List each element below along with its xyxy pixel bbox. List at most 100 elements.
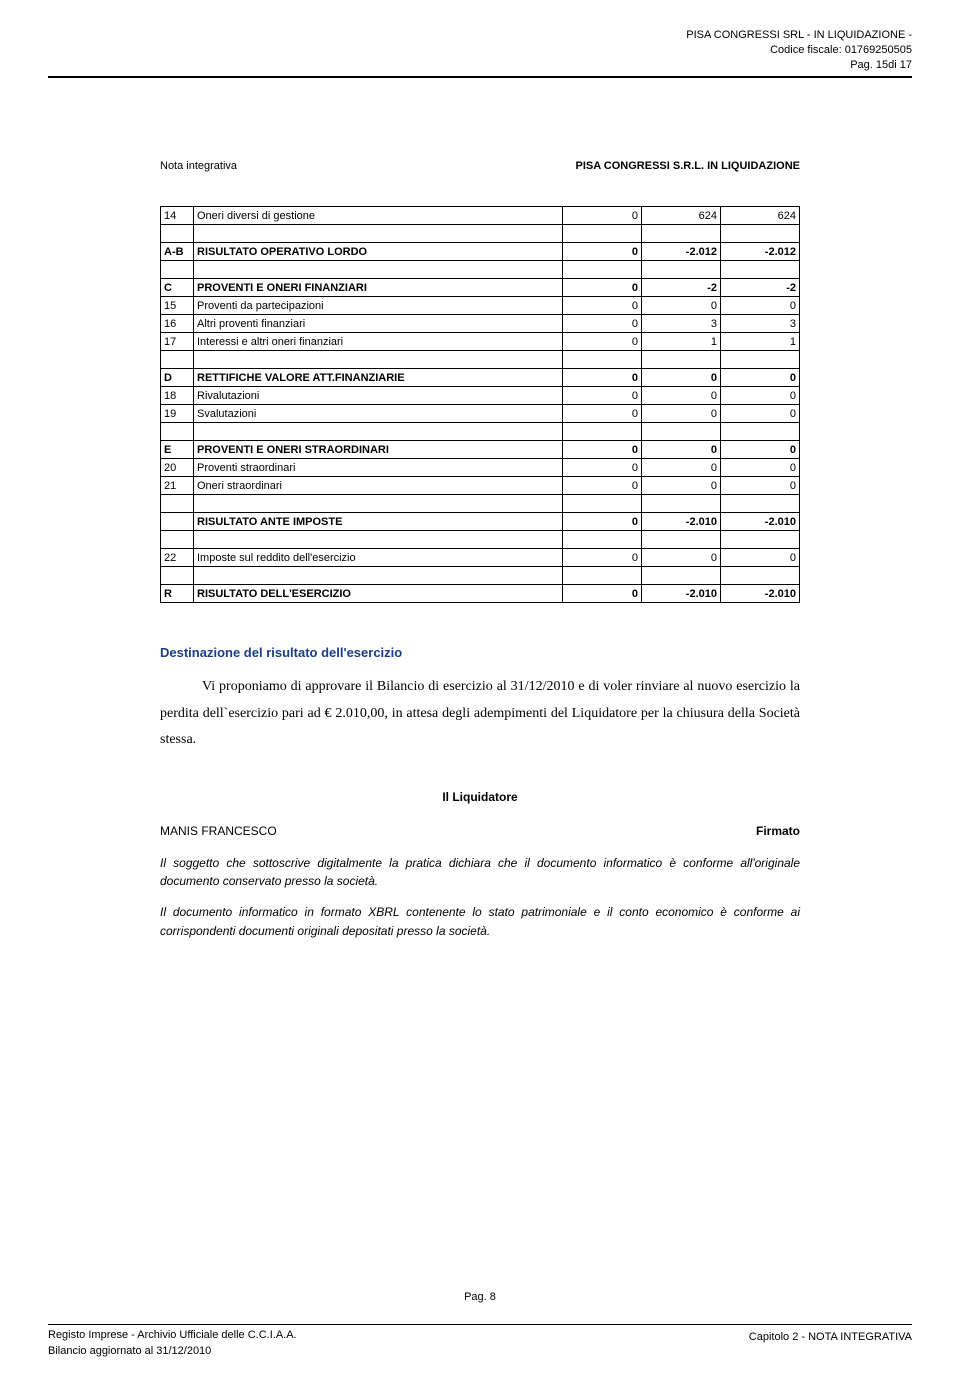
table-cell-spacer bbox=[721, 495, 800, 513]
header-codice: Codice fiscale: 01769250505 bbox=[686, 43, 912, 58]
financial-table: 14Oneri diversi di gestione0624624 A-BRI… bbox=[160, 206, 800, 603]
table-cell: 0 bbox=[563, 243, 642, 261]
table-row: A-BRISULTATO OPERATIVO LORDO0-2.012-2.01… bbox=[161, 243, 800, 261]
table-cell: D bbox=[161, 369, 194, 387]
table-cell-spacer bbox=[194, 423, 563, 441]
liquidatore-row: MANIS FRANCESCO Firmato bbox=[160, 824, 800, 838]
table-cell: Oneri straordinari bbox=[194, 477, 563, 495]
liquidatore-title: Il Liquidatore bbox=[160, 790, 800, 804]
table-cell: -2.012 bbox=[642, 243, 721, 261]
table-cell: -2.010 bbox=[642, 585, 721, 603]
table-cell: 0 bbox=[721, 369, 800, 387]
table-cell-spacer bbox=[161, 351, 194, 369]
table-cell: 0 bbox=[563, 207, 642, 225]
table-row bbox=[161, 531, 800, 549]
table-cell: 0 bbox=[563, 549, 642, 567]
table-cell: 0 bbox=[563, 315, 642, 333]
table-cell: Interessi e altri oneri finanziari bbox=[194, 333, 563, 351]
table-cell-spacer bbox=[161, 261, 194, 279]
table-cell: PROVENTI E ONERI FINANZIARI bbox=[194, 279, 563, 297]
table-cell-spacer bbox=[161, 423, 194, 441]
table-cell: Proventi da partecipazioni bbox=[194, 297, 563, 315]
footer-rule bbox=[48, 1324, 912, 1325]
header-rule bbox=[48, 76, 912, 78]
table-cell: 0 bbox=[563, 459, 642, 477]
table-row: 15Proventi da partecipazioni000 bbox=[161, 297, 800, 315]
table-cell-spacer bbox=[721, 567, 800, 585]
table-cell-spacer bbox=[642, 423, 721, 441]
table-row bbox=[161, 351, 800, 369]
table-cell-spacer bbox=[642, 261, 721, 279]
table-cell-spacer bbox=[721, 351, 800, 369]
table-cell-spacer bbox=[563, 531, 642, 549]
table-row bbox=[161, 567, 800, 585]
table-cell-spacer bbox=[194, 261, 563, 279]
table-cell: Svalutazioni bbox=[194, 405, 563, 423]
table-cell-spacer bbox=[642, 531, 721, 549]
footer-left-1: Registo Imprese - Archivio Ufficiale del… bbox=[48, 1328, 297, 1343]
table-cell: -2.010 bbox=[721, 585, 800, 603]
table-cell-spacer bbox=[194, 531, 563, 549]
table-cell: 0 bbox=[563, 297, 642, 315]
table-cell: A-B bbox=[161, 243, 194, 261]
table-cell: RISULTATO ANTE IMPOSTE bbox=[194, 513, 563, 531]
table-row: CPROVENTI E ONERI FINANZIARI0-2-2 bbox=[161, 279, 800, 297]
table-cell-spacer bbox=[563, 225, 642, 243]
table-cell: Imposte sul reddito dell'esercizio bbox=[194, 549, 563, 567]
table-cell-spacer bbox=[563, 423, 642, 441]
header-block: PISA CONGRESSI SRL - IN LIQUIDAZIONE - C… bbox=[686, 28, 912, 73]
table-cell: 15 bbox=[161, 297, 194, 315]
table-row: DRETTIFICHE VALORE ATT.FINANZIARIE000 bbox=[161, 369, 800, 387]
table-cell: 0 bbox=[563, 333, 642, 351]
section-title: Destinazione del risultato dell'esercizi… bbox=[160, 645, 800, 660]
table-row: EPROVENTI E ONERI STRAORDINARI000 bbox=[161, 441, 800, 459]
table-row: 21Oneri straordinari000 bbox=[161, 477, 800, 495]
table-cell: 16 bbox=[161, 315, 194, 333]
table-cell: 624 bbox=[721, 207, 800, 225]
table-cell: Proventi straordinari bbox=[194, 459, 563, 477]
table-cell: Oneri diversi di gestione bbox=[194, 207, 563, 225]
table-cell: 0 bbox=[563, 405, 642, 423]
table-cell: 21 bbox=[161, 477, 194, 495]
table-cell: 0 bbox=[642, 549, 721, 567]
table-cell: 3 bbox=[642, 315, 721, 333]
inner-page-number: Pag. 8 bbox=[0, 1291, 960, 1303]
footer-right: Capitolo 2 - NOTA INTEGRATIVA bbox=[749, 1331, 912, 1343]
table-row: 16Altri proventi finanziari033 bbox=[161, 315, 800, 333]
table-row: 22Imposte sul reddito dell'esercizio000 bbox=[161, 549, 800, 567]
table-cell: 0 bbox=[721, 441, 800, 459]
table-cell: C bbox=[161, 279, 194, 297]
table-cell: Altri proventi finanziari bbox=[194, 315, 563, 333]
table-cell: 1 bbox=[642, 333, 721, 351]
table-cell-spacer bbox=[642, 567, 721, 585]
table-cell-spacer bbox=[194, 495, 563, 513]
table-cell: 0 bbox=[721, 405, 800, 423]
table-row bbox=[161, 261, 800, 279]
table-cell bbox=[161, 513, 194, 531]
table-row: 19Svalutazioni000 bbox=[161, 405, 800, 423]
table-cell: 22 bbox=[161, 549, 194, 567]
liquidatore-block: Il Liquidatore MANIS FRANCESCO Firmato I… bbox=[160, 790, 800, 940]
table-cell: 0 bbox=[721, 549, 800, 567]
header-company: PISA CONGRESSI SRL - IN LIQUIDAZIONE - bbox=[686, 28, 912, 43]
table-cell: -2.010 bbox=[642, 513, 721, 531]
table-cell: 1 bbox=[721, 333, 800, 351]
table-cell-spacer bbox=[721, 423, 800, 441]
table-cell: 0 bbox=[721, 387, 800, 405]
table-cell-spacer bbox=[161, 531, 194, 549]
table-cell: 17 bbox=[161, 333, 194, 351]
table-row: 14Oneri diversi di gestione0624624 bbox=[161, 207, 800, 225]
table-cell: 19 bbox=[161, 405, 194, 423]
table-cell: 20 bbox=[161, 459, 194, 477]
table-row: 17Interessi e altri oneri finanziari011 bbox=[161, 333, 800, 351]
table-cell-spacer bbox=[161, 567, 194, 585]
table-cell: -2.010 bbox=[721, 513, 800, 531]
table-cell: R bbox=[161, 585, 194, 603]
table-cell-spacer bbox=[161, 495, 194, 513]
liquidatore-name: MANIS FRANCESCO bbox=[160, 824, 277, 838]
table-cell-spacer bbox=[563, 495, 642, 513]
table-cell: 0 bbox=[721, 459, 800, 477]
table-cell: 0 bbox=[642, 387, 721, 405]
table-cell: 0 bbox=[642, 297, 721, 315]
table-cell: 18 bbox=[161, 387, 194, 405]
